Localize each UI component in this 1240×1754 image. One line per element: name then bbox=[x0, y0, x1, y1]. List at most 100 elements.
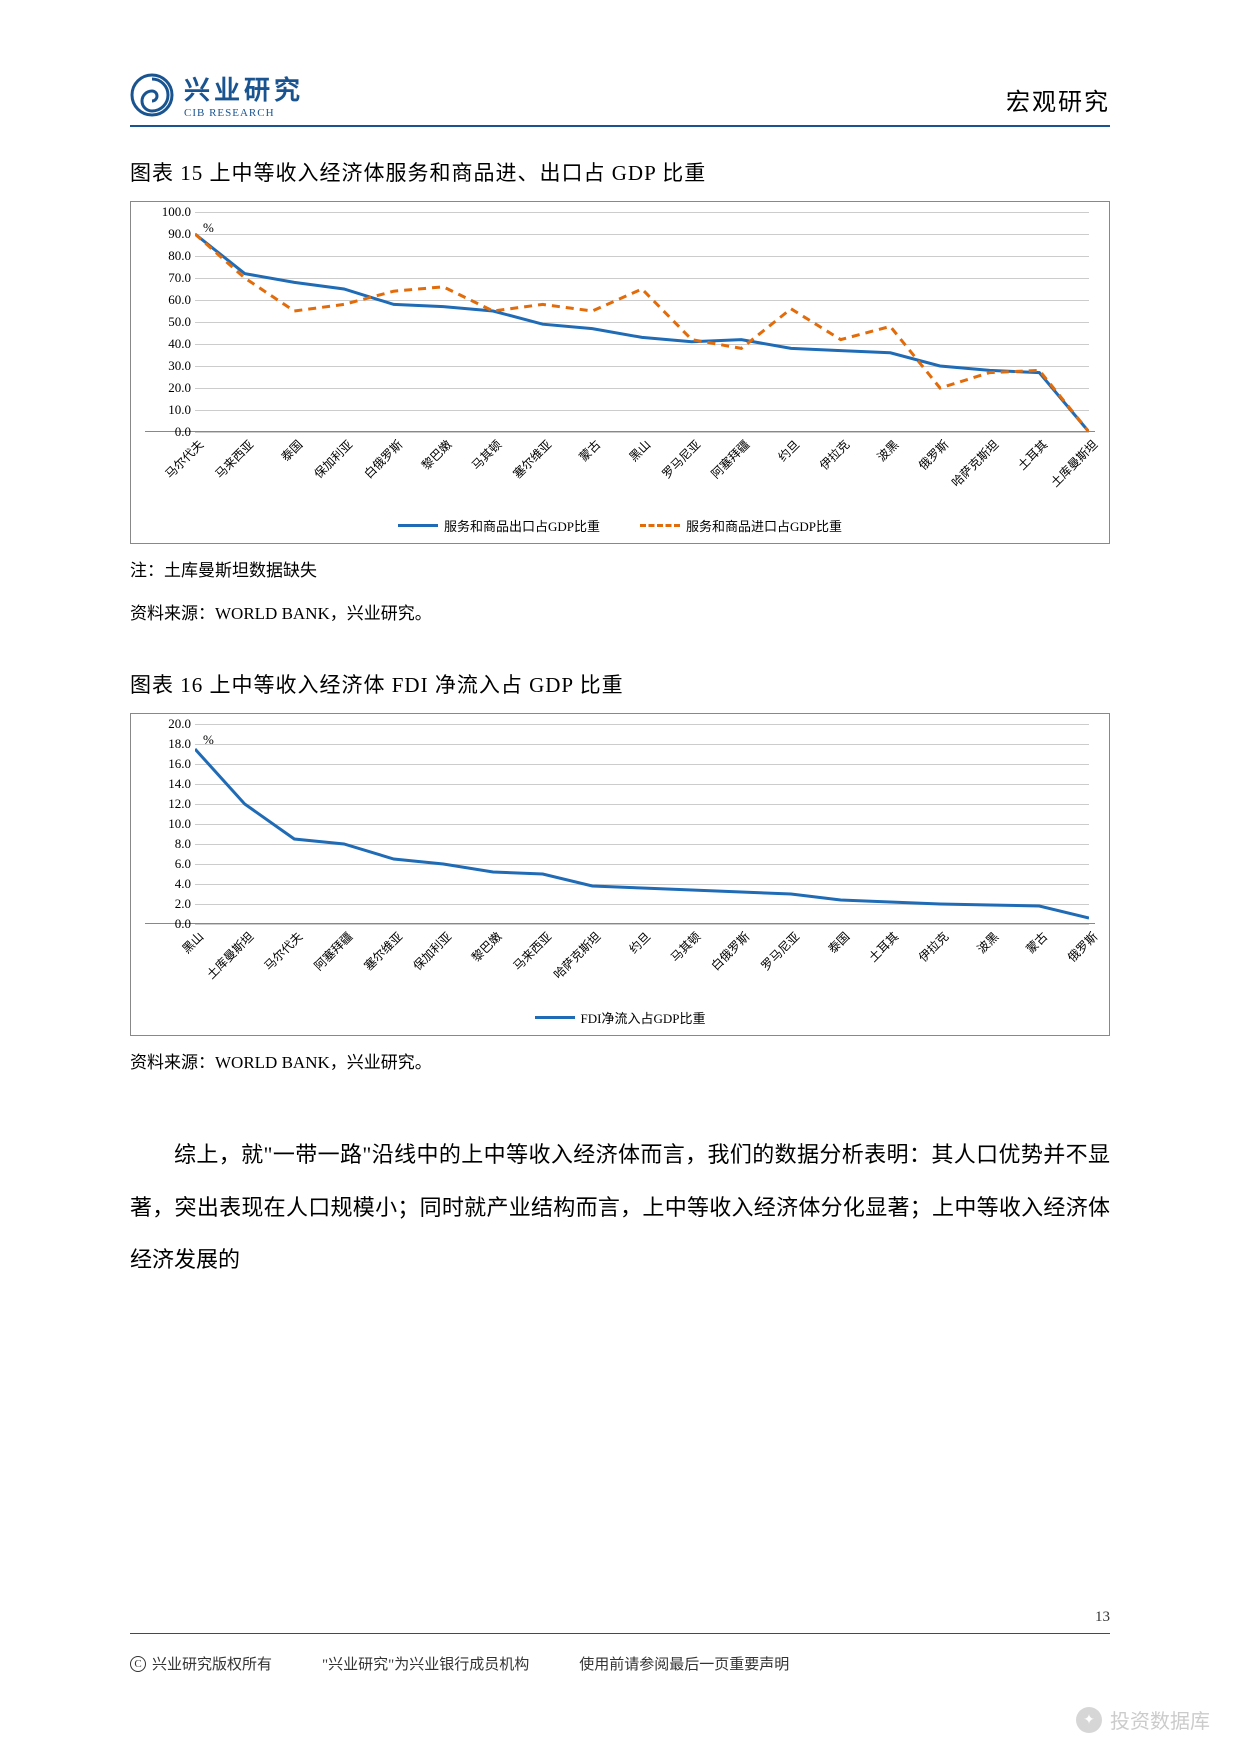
chart15-legend-label: 服务和商品进口占GDP比重 bbox=[686, 516, 842, 535]
copyright-icon: C bbox=[130, 1656, 146, 1672]
chart16-x-axis: 黑山土库曼斯坦马尔代夫阿塞拜疆塞尔维亚保加利亚黎巴嫩马来西亚哈萨克斯坦约旦马其顿… bbox=[195, 924, 1095, 1004]
chart16-x-tick-label: 白俄罗斯 bbox=[707, 928, 753, 974]
chart15-x-tick-label: 约旦 bbox=[774, 436, 803, 465]
chart15-y-tick-label: 60.0 bbox=[145, 292, 191, 308]
chart15-plot-area: 100.090.080.070.060.050.040.030.020.010.… bbox=[145, 212, 1095, 432]
chart16-x-tick-label: 土库曼斯坦 bbox=[202, 928, 256, 982]
page-number-rule bbox=[130, 1633, 1110, 1634]
chart15-x-tick-label: 蒙古 bbox=[575, 436, 604, 465]
chart16-legend: FDI净流入占GDP比重 bbox=[145, 1008, 1095, 1027]
watermark: ✦ 投资数据库 bbox=[1076, 1705, 1210, 1734]
chart15-x-tick-label: 塞尔维亚 bbox=[509, 436, 555, 482]
chart15-svg bbox=[195, 212, 1089, 432]
chart16-y-tick-label: 18.0 bbox=[145, 736, 191, 752]
chart15-x-tick-label: 黎巴嫩 bbox=[418, 436, 455, 473]
chart15-y-tick-label: 10.0 bbox=[145, 402, 191, 418]
chart15-x-axis: 马尔代夫马来西亚泰国保加利亚白俄罗斯黎巴嫩马其顿塞尔维亚蒙古黑山罗马尼亚阿塞拜疆… bbox=[195, 432, 1095, 512]
chart15-x-tick-label: 马尔代夫 bbox=[161, 436, 207, 482]
chart16-legend-label: FDI净流入占GDP比重 bbox=[581, 1008, 706, 1027]
chart15-x-tick-label: 马其顿 bbox=[468, 436, 505, 473]
chart15-x-tick-label: 土库曼斯坦 bbox=[1047, 436, 1101, 490]
chart16-x-tick-label: 约旦 bbox=[625, 928, 654, 957]
wechat-icon: ✦ bbox=[1076, 1707, 1102, 1733]
chart16-x-tick-label: 黎巴嫩 bbox=[468, 928, 505, 965]
chart15-legend-swatch bbox=[640, 524, 680, 527]
body-paragraph-block: 综上，就"一带一路"沿线中的上中等收入经济体而言，我们的数据分析表明：其人口优势… bbox=[130, 1129, 1110, 1287]
chart15-x-tick-label: 保加利亚 bbox=[310, 436, 356, 482]
chart15-x-tick-label: 土耳其 bbox=[1014, 436, 1051, 473]
chart15-legend-label: 服务和商品出口占GDP比重 bbox=[444, 516, 600, 535]
chart16-series-0 bbox=[195, 749, 1089, 918]
chart15-x-tick-label: 泰国 bbox=[277, 436, 306, 465]
chart15-x-tick-label: 罗马尼亚 bbox=[658, 436, 704, 482]
chart16-x-tick-label: 黑山 bbox=[178, 928, 207, 957]
chart15-series-1 bbox=[195, 234, 1089, 432]
chart15-y-tick-label: 30.0 bbox=[145, 358, 191, 374]
watermark-text: 投资数据库 bbox=[1110, 1705, 1210, 1734]
body-paragraph: 综上，就"一带一路"沿线中的上中等收入经济体而言，我们的数据分析表明：其人口优势… bbox=[130, 1129, 1110, 1287]
chart15-x-tick-label: 马来西亚 bbox=[211, 436, 257, 482]
page-header: 兴业研究 CIB RESEARCH 宏观研究 bbox=[130, 70, 1110, 127]
chart16-x-tick-label: 马其顿 bbox=[666, 928, 703, 965]
chart16-y-tick-label: 12.0 bbox=[145, 796, 191, 812]
footer-copyright: 兴业研究版权所有 bbox=[152, 1653, 272, 1674]
chart16-x-tick-label: 马尔代夫 bbox=[260, 928, 306, 974]
chart15-legend-swatch bbox=[398, 524, 438, 527]
chart16-svg bbox=[195, 724, 1089, 924]
chart15-x-tick-label: 黑山 bbox=[625, 436, 654, 465]
chart16-x-tick-label: 哈萨克斯坦 bbox=[550, 928, 604, 982]
chart15-legend: 服务和商品出口占GDP比重 服务和商品进口占GDP比重 bbox=[145, 516, 1095, 535]
chart16-y-tick-label: 20.0 bbox=[145, 716, 191, 732]
cib-logo-icon bbox=[130, 73, 174, 117]
chart16-y-tick-label: 14.0 bbox=[145, 776, 191, 792]
chart16-x-tick-label: 塞尔维亚 bbox=[360, 928, 406, 974]
chart16-legend-swatch bbox=[535, 1016, 575, 1019]
chart16-y-tick-label: 10.0 bbox=[145, 816, 191, 832]
chart15-title: 图表 15 上中等收入经济体服务和商品进、出口占 GDP 比重 bbox=[130, 157, 1110, 187]
chart15-source: 资料来源：WORLD BANK，兴业研究。 bbox=[130, 599, 1110, 630]
chart15-x-tick-label: 俄罗斯 bbox=[915, 436, 952, 473]
chart15-y-tick-label: 70.0 bbox=[145, 270, 191, 286]
chart15-x-tick-label: 白俄罗斯 bbox=[360, 436, 406, 482]
chart15-note: 注：土库曼斯坦数据缺失 bbox=[130, 556, 1110, 587]
chart15-y-tick-label: 90.0 bbox=[145, 226, 191, 242]
chart16-plot-area: 20.018.016.014.012.010.08.06.04.02.00.0% bbox=[145, 724, 1095, 924]
footer-disclaimer: 使用前请参阅最后一页重要声明 bbox=[579, 1653, 789, 1674]
chart16-legend-item: FDI净流入占GDP比重 bbox=[535, 1008, 706, 1027]
logo-text-cn: 兴业研究 bbox=[184, 70, 304, 107]
chart16-x-tick-label: 伊拉克 bbox=[915, 928, 952, 965]
chart15-series-0 bbox=[195, 234, 1089, 432]
page-number: 13 bbox=[1095, 1609, 1110, 1626]
logo-block: 兴业研究 CIB RESEARCH bbox=[130, 70, 304, 119]
chart15-y-tick-label: 0.0 bbox=[145, 424, 191, 440]
chart16-box: 20.018.016.014.012.010.08.06.04.02.00.0%… bbox=[130, 713, 1110, 1036]
chart16-title: 图表 16 上中等收入经济体 FDI 净流入占 GDP 比重 bbox=[130, 669, 1110, 699]
footer-affiliation: "兴业研究"为兴业银行成员机构 bbox=[322, 1653, 529, 1674]
chart16-x-tick-label: 蒙古 bbox=[1022, 928, 1051, 957]
chart15-y-tick-label: 20.0 bbox=[145, 380, 191, 396]
chart16-y-tick-label: 8.0 bbox=[145, 836, 191, 852]
chart15-x-tick-label: 波黑 bbox=[873, 436, 902, 465]
chart15-box: 100.090.080.070.060.050.040.030.020.010.… bbox=[130, 201, 1110, 544]
chart16-x-tick-label: 土耳其 bbox=[865, 928, 902, 965]
chart15-legend-item: 服务和商品进口占GDP比重 bbox=[640, 516, 842, 535]
chart15-x-tick-label: 哈萨克斯坦 bbox=[947, 436, 1001, 490]
chart15-y-tick-label: 80.0 bbox=[145, 248, 191, 264]
chart16-y-tick-label: 4.0 bbox=[145, 876, 191, 892]
chart16-y-tick-label: 6.0 bbox=[145, 856, 191, 872]
chart16-x-tick-label: 阿塞拜疆 bbox=[310, 928, 356, 974]
chart16-x-tick-label: 泰国 bbox=[824, 928, 853, 957]
chart16-x-tick-label: 俄罗斯 bbox=[1064, 928, 1101, 965]
chart16-x-tick-label: 罗马尼亚 bbox=[757, 928, 803, 974]
chart16-y-tick-label: 16.0 bbox=[145, 756, 191, 772]
chart15-x-tick-label: 阿塞拜疆 bbox=[707, 436, 753, 482]
section-title: 宏观研究 bbox=[1006, 82, 1110, 119]
chart16-source: 资料来源：WORLD BANK，兴业研究。 bbox=[130, 1048, 1110, 1079]
chart15-y-tick-label: 50.0 bbox=[145, 314, 191, 330]
chart16-x-tick-label: 波黑 bbox=[973, 928, 1002, 957]
page-footer: C 兴业研究版权所有 "兴业研究"为兴业银行成员机构 使用前请参阅最后一页重要声… bbox=[130, 1653, 1110, 1674]
chart16-x-tick-label: 保加利亚 bbox=[409, 928, 455, 974]
chart15-y-tick-label: 100.0 bbox=[145, 204, 191, 220]
chart15-x-tick-label: 伊拉克 bbox=[815, 436, 852, 473]
chart15-legend-item: 服务和商品出口占GDP比重 bbox=[398, 516, 600, 535]
